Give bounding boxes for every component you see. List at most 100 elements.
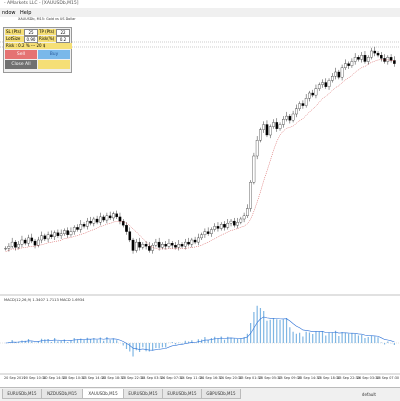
candle-body <box>33 240 37 246</box>
price-chart[interactable] <box>0 17 400 387</box>
tp-input[interactable]: 22 <box>56 29 70 36</box>
candle-body <box>121 220 125 226</box>
tab-eurusd-1[interactable]: EURUSDb,M15 <box>2 389 42 399</box>
candle-body <box>203 231 207 235</box>
candle-body <box>141 244 145 248</box>
candle-body <box>213 226 216 230</box>
candle-body <box>295 108 298 115</box>
tab-xauusd[interactable]: XAUUSDb,M15 <box>82 389 124 399</box>
candle-body <box>180 244 184 247</box>
candle-body <box>10 241 14 247</box>
risk-label: Risk(%) <box>38 36 56 42</box>
candle-body <box>148 246 151 251</box>
candle-body <box>79 224 83 230</box>
candle-body <box>197 237 200 243</box>
buy-button[interactable]: Buy <box>38 50 70 59</box>
candle-body <box>386 57 390 62</box>
sl-input[interactable]: 25 <box>24 29 38 36</box>
tp-label: TP (Pts) <box>38 29 56 35</box>
time-tick-label: 25 Sep 22:30 <box>337 376 360 380</box>
candle-body <box>242 215 246 220</box>
candle-body <box>86 220 89 227</box>
candle-body <box>50 234 53 237</box>
sell-button[interactable]: Sell <box>5 50 37 59</box>
macd-histogram <box>8 305 395 357</box>
candle-body <box>340 67 344 78</box>
candle-body <box>350 61 354 66</box>
candle-body <box>43 235 47 240</box>
candle-body <box>112 213 115 219</box>
candle-body <box>236 221 239 226</box>
lots-input[interactable]: 0.90 <box>24 36 38 43</box>
candle-body <box>393 60 396 64</box>
candle-body <box>174 245 177 248</box>
sl-row: SL (Pts) 25 TP (Pts) 22 <box>5 29 71 36</box>
lots-label: LotSize <box>5 36 24 42</box>
candle-body <box>7 246 11 249</box>
candle-body <box>154 241 158 246</box>
tab-eurusd-2[interactable]: EURUSDb,M15 <box>123 389 163 399</box>
tab-gbpusd[interactable]: GBPUSDb,M15 <box>201 389 241 399</box>
close-all-button[interactable]: Close All <box>5 60 37 69</box>
candle-body <box>105 215 109 221</box>
candle-body <box>229 220 233 224</box>
candle-body <box>164 244 167 247</box>
candle-body <box>285 115 288 120</box>
candle-body <box>190 239 194 245</box>
symbol-label: XAUUSDb, M15: Gold vs US Dollar <box>18 17 76 21</box>
candle-body <box>334 71 337 77</box>
menu-item-window[interactable]: ndow <box>2 10 16 16</box>
time-tick-label: 26 Sep 07:30 <box>376 376 400 380</box>
menu-item-help[interactable]: Help <box>20 10 32 16</box>
candle-body <box>4 248 7 250</box>
candle-body <box>125 225 128 232</box>
candle-body <box>308 92 311 99</box>
risk-info: Risk : 0.2 % --- 20 $ <box>5 43 72 49</box>
candle-body <box>115 213 118 218</box>
candle-body <box>268 126 272 136</box>
window-title: - AMarkets LLC - [XAUUSDb,M15] <box>4 1 79 6</box>
candle-body <box>298 103 301 109</box>
time-tick-label: 23 Sep 18:30 <box>102 376 125 380</box>
time-tick-label: 20 Sep 10:30 <box>23 376 47 380</box>
candle-body <box>170 242 174 246</box>
candle-body <box>226 223 230 228</box>
candle-body <box>206 231 210 234</box>
candle-body <box>376 52 380 56</box>
candle-body <box>89 220 92 224</box>
macd-signal-line <box>5 316 395 351</box>
candle-body <box>59 233 63 236</box>
candle-body <box>272 122 275 127</box>
candle-body <box>380 55 383 59</box>
candle-body <box>314 88 318 96</box>
candle-body <box>288 115 292 121</box>
title-bar: - AMarkets LLC - [XAUUSDb,M15] <box>0 0 400 8</box>
candle-body <box>216 226 220 229</box>
candle-body <box>135 241 138 251</box>
candle-body <box>193 239 197 243</box>
candle-body <box>327 80 331 87</box>
candle-body <box>304 98 308 106</box>
candle-body <box>131 239 135 251</box>
risk-input[interactable]: 0.2 <box>56 36 70 43</box>
candle-body <box>200 234 203 239</box>
chart-area[interactable]: XAUUSDb, M15: Gold vs US Dollar <box>0 17 400 387</box>
candle-body <box>108 215 112 219</box>
candle-body <box>161 244 164 248</box>
candle-body <box>324 82 328 87</box>
candle-body <box>262 124 265 130</box>
time-tick-label: 24 Sep 07:30 <box>160 376 184 380</box>
candle-body <box>239 218 243 223</box>
candle-body <box>82 224 86 227</box>
candle-body <box>363 55 367 62</box>
panel-blank-cell <box>38 60 70 69</box>
candle-body <box>187 241 190 245</box>
candle-body <box>69 231 73 235</box>
time-tick-label: 24 Sep 20:30 <box>219 376 243 380</box>
candle-body <box>76 227 79 230</box>
candle-body <box>72 227 76 232</box>
tab-eurusd-3[interactable]: EURUSDb,M15 <box>162 389 202 399</box>
candle-body <box>14 241 17 248</box>
candle-body <box>167 242 171 247</box>
tab-nzdusd[interactable]: NZDUSDb,M15 <box>41 389 83 399</box>
